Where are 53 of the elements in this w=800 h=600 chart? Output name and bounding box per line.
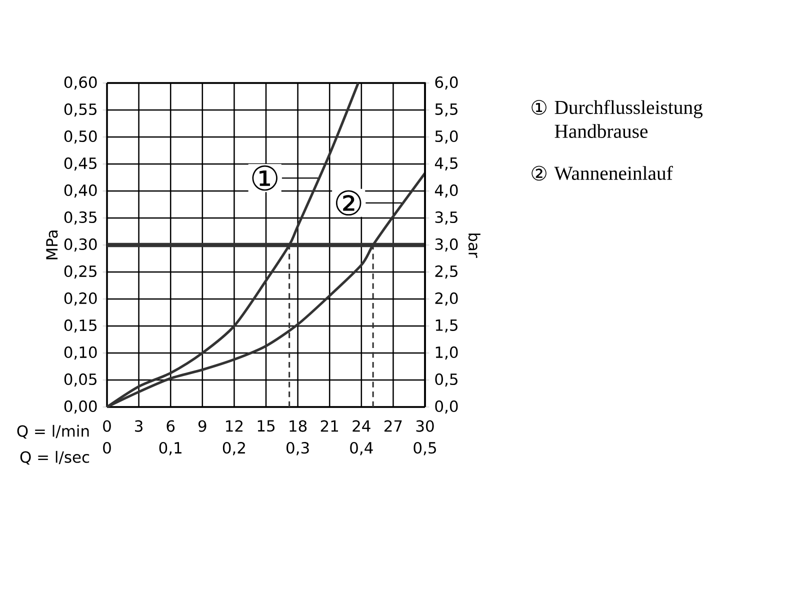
- y-tick-label: 0,05: [64, 373, 96, 387]
- x-tick-label: 30: [416, 420, 434, 432]
- annotation: ①: [252, 165, 278, 191]
- x-tick-label: 6: [166, 420, 175, 432]
- x-tick-label: 27: [384, 420, 402, 432]
- x-axis-title: Q = l/min: [17, 424, 89, 439]
- y2-tick-label: 2,0: [435, 292, 458, 306]
- y2-tick-label: 3,0: [435, 238, 458, 252]
- x-tick-label: 12: [226, 420, 242, 432]
- y2-tick-label: 1,5: [436, 319, 458, 333]
- y2-tick-label: 6,0: [435, 76, 458, 90]
- y2-tick-label: 5,5: [435, 103, 458, 117]
- x2-tick-label: 0: [103, 442, 111, 454]
- x-tick-label: 21: [320, 420, 338, 432]
- x-tick-label: 9: [198, 420, 206, 432]
- x2-tick-label: 0,1: [159, 442, 182, 456]
- y2-axis-title: bar: [468, 234, 480, 258]
- y-tick-label: 0,15: [64, 319, 96, 333]
- x2-tick-label: 0,5: [414, 442, 436, 456]
- text: Durchflussleistung Handbrause: [554, 100, 703, 138]
- y-tick-label: 0,45: [64, 157, 96, 171]
- y2-tick-label: 5,0: [435, 130, 458, 144]
- y2-tick-label: 0,5: [435, 373, 458, 387]
- x2-axis-title: Q = l/sec: [20, 450, 90, 465]
- y2-tick-label: 4,5: [434, 157, 458, 171]
- x2-tick-label: 0,2: [222, 442, 245, 456]
- x2-tick-label: 0,3: [286, 442, 309, 456]
- y2-tick-label: 4,0: [434, 184, 458, 198]
- y-tick-label: 0,40: [64, 184, 97, 198]
- y-tick-label: 0,00: [64, 400, 97, 414]
- text: ②: [532, 166, 546, 181]
- x2-tick-label: 0,4: [350, 442, 373, 456]
- text: ①: [532, 100, 546, 115]
- y-tick-label: 0,50: [64, 130, 97, 144]
- y-axis-title: MPa: [46, 230, 58, 260]
- y-tick-label: 0,10: [64, 346, 97, 360]
- y-tick-label: 0,35: [64, 211, 96, 225]
- x-tick-label: 18: [290, 420, 307, 432]
- x-tick-label: 24: [352, 420, 370, 432]
- y-tick-label: 0,55: [64, 103, 96, 117]
- x-tick-label: 0: [103, 420, 111, 432]
- y2-tick-label: 1,0: [436, 346, 458, 360]
- x-tick-label: 15: [258, 420, 274, 432]
- y2-tick-label: 2,5: [435, 265, 458, 279]
- y-tick-label: 0,30: [64, 238, 97, 252]
- text: Wanneneinlauf: [554, 166, 673, 180]
- y-tick-label: 0,25: [64, 265, 96, 279]
- x-tick-label: 3: [135, 420, 142, 432]
- y2-tick-label: 3,5: [435, 211, 458, 225]
- y-tick-label: 0,60: [64, 76, 97, 90]
- y-tick-label: 0,20: [64, 292, 97, 306]
- y2-tick-label: 0,0: [435, 400, 458, 414]
- annotation: ②: [336, 190, 362, 216]
